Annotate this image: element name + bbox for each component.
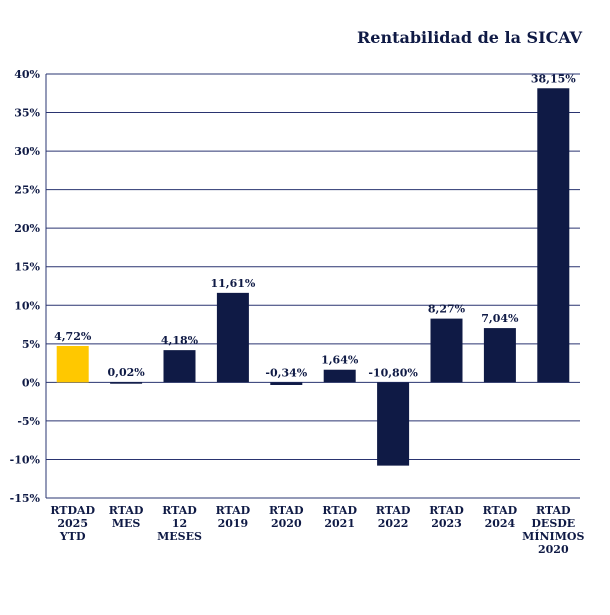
- y-tick-label: 0%: [22, 376, 41, 389]
- data-label: 7,04%: [481, 312, 519, 325]
- data-label: -0,34%: [265, 366, 307, 379]
- x-tick-label: 2023: [431, 517, 462, 530]
- y-tick-label: 5%: [22, 338, 41, 351]
- x-tick-label: 2019: [218, 517, 249, 530]
- x-tick-label: RTAD: [269, 504, 304, 517]
- x-tick-label: 2024: [485, 517, 516, 530]
- x-tick-label: RTAD: [429, 504, 464, 517]
- x-tick-label: RTAD: [162, 504, 197, 517]
- bar: [56, 345, 89, 383]
- x-tick-label: DESDE: [531, 517, 575, 530]
- y-tick-label: 20%: [14, 222, 40, 235]
- x-tick-label: RTDAD: [50, 504, 95, 517]
- bar: [377, 382, 410, 466]
- x-tick-label: MES: [112, 517, 141, 530]
- bar: [537, 88, 570, 383]
- y-tick-label: -5%: [17, 415, 40, 428]
- y-tick-label: 40%: [14, 68, 40, 81]
- x-tick-label: RTAD: [322, 504, 357, 517]
- x-tick-label: RTAD: [216, 504, 251, 517]
- y-tick-label: 30%: [14, 145, 40, 158]
- y-tick-label: 25%: [14, 184, 40, 197]
- data-label: 8,27%: [428, 303, 466, 316]
- x-tick-label: RTAD: [483, 504, 518, 517]
- bar: [110, 382, 143, 384]
- data-label: 0,02%: [107, 366, 145, 379]
- x-tick-label: 2020: [271, 517, 302, 530]
- bar: [163, 350, 196, 383]
- y-tick-label: 35%: [14, 107, 40, 120]
- x-tick-label: RTAD: [536, 504, 571, 517]
- data-label: 38,15%: [531, 72, 576, 85]
- chart-title: Rentabilidad de la SICAV: [357, 28, 582, 47]
- x-tick-label: 2020: [538, 543, 569, 556]
- x-tick-label: YTD: [59, 530, 86, 543]
- y-tick-label: 15%: [14, 261, 40, 274]
- bar: [483, 328, 516, 383]
- bar: [270, 382, 303, 385]
- data-label: 11,61%: [210, 277, 255, 290]
- x-tick-label: 12: [172, 517, 187, 530]
- bar: [430, 318, 463, 383]
- x-tick-label: 2022: [378, 517, 409, 530]
- x-tick-label: MESES: [157, 530, 202, 543]
- bar: [323, 369, 356, 383]
- x-tick-label: 2025: [57, 517, 88, 530]
- y-tick-label: -10%: [10, 453, 41, 466]
- data-label: 4,72%: [54, 330, 92, 343]
- x-tick-label: RTAD: [376, 504, 411, 517]
- data-label: 4,18%: [161, 334, 199, 347]
- x-tick-label: MÍNIMOS: [522, 529, 584, 543]
- data-label: -10,80%: [368, 366, 418, 379]
- data-label: 1,64%: [321, 354, 359, 367]
- x-tick-label: 2021: [324, 517, 355, 530]
- x-tick-label: RTAD: [109, 504, 144, 517]
- y-tick-label: -15%: [10, 492, 41, 505]
- bar: [216, 292, 249, 383]
- y-tick-label: 10%: [14, 299, 40, 312]
